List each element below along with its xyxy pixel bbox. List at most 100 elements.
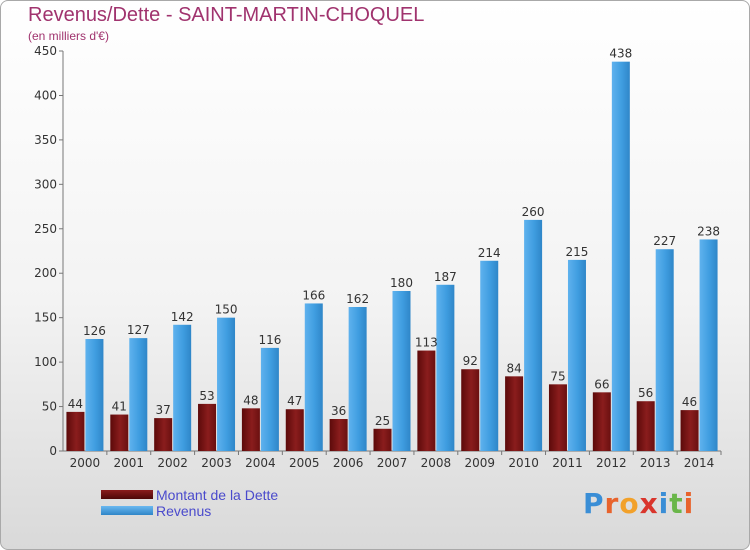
data-label-dette: 53 bbox=[199, 389, 214, 403]
data-label-revenus: 214 bbox=[478, 246, 501, 260]
data-label-dette: 36 bbox=[331, 404, 346, 418]
bar-revenus bbox=[436, 284, 455, 451]
bar-dette bbox=[373, 428, 392, 451]
data-label-revenus: 180 bbox=[390, 276, 413, 290]
bar-revenus bbox=[611, 61, 630, 452]
data-label-dette: 92 bbox=[463, 354, 478, 368]
data-label-revenus: 238 bbox=[697, 224, 720, 238]
legend-label-revenus: Revenus bbox=[156, 503, 212, 519]
data-label-dette: 66 bbox=[594, 377, 609, 391]
data-label-revenus: 438 bbox=[609, 47, 632, 61]
x-tick-label: 2000 bbox=[70, 456, 101, 470]
x-tick-label: 2002 bbox=[157, 456, 188, 470]
data-label-revenus: 227 bbox=[653, 234, 676, 248]
y-tick-label: 400 bbox=[34, 88, 57, 102]
bar-dette bbox=[417, 350, 436, 451]
logo-letter: r bbox=[604, 487, 620, 520]
data-label-revenus: 126 bbox=[83, 324, 106, 338]
data-label-revenus: 127 bbox=[127, 323, 150, 337]
x-tick-label: 2008 bbox=[421, 456, 452, 470]
data-label-revenus: 215 bbox=[566, 245, 589, 259]
x-tick-label: 2005 bbox=[289, 456, 320, 470]
data-label-dette: 41 bbox=[112, 400, 127, 414]
bar-dette bbox=[198, 403, 217, 451]
chart-subtitle: (en milliers d'€) bbox=[28, 29, 109, 43]
bar-revenus bbox=[260, 347, 279, 451]
x-tick-label: 2006 bbox=[333, 456, 364, 470]
data-label-dette: 44 bbox=[68, 397, 83, 411]
bar-dette bbox=[154, 418, 173, 451]
x-tick-label: 2012 bbox=[596, 456, 627, 470]
data-label-revenus: 166 bbox=[302, 288, 325, 302]
bar-revenus bbox=[348, 307, 367, 451]
bar-revenus bbox=[524, 219, 543, 451]
data-label-dette: 48 bbox=[243, 393, 258, 407]
y-tick-label: 50 bbox=[42, 400, 57, 414]
bar-dette bbox=[636, 401, 655, 451]
legend-label-dette: Montant de la Dette bbox=[156, 487, 279, 503]
y-tick-label: 150 bbox=[34, 311, 57, 325]
x-tick-label: 2004 bbox=[245, 456, 276, 470]
y-tick-label: 300 bbox=[34, 177, 57, 191]
bar-revenus bbox=[304, 303, 323, 451]
bar-dette bbox=[461, 369, 480, 451]
bar-dette bbox=[329, 419, 348, 451]
bar-revenus bbox=[129, 338, 148, 451]
logo-letter: t bbox=[669, 487, 684, 520]
y-tick-label: 250 bbox=[34, 222, 57, 236]
bar-revenus bbox=[699, 239, 718, 451]
bar-revenus bbox=[392, 291, 411, 451]
x-tick-label: 2009 bbox=[464, 456, 495, 470]
logo-letter: P bbox=[583, 487, 605, 520]
x-tick-label: 2010 bbox=[508, 456, 539, 470]
bar-revenus bbox=[173, 324, 192, 451]
bar-revenus bbox=[655, 249, 674, 451]
y-tick-label: 350 bbox=[34, 133, 57, 147]
value-labels: 44 126 41 127 37 142 53 150 48 116 47 166 36 162 25 180… bbox=[68, 47, 720, 428]
bar-dette bbox=[241, 408, 260, 451]
y-tick-label: 100 bbox=[34, 355, 57, 369]
y-tick-label: 450 bbox=[34, 44, 57, 58]
data-label-dette: 113 bbox=[415, 336, 438, 350]
x-tick-label: 2003 bbox=[201, 456, 232, 470]
x-tick-label: 2001 bbox=[114, 456, 145, 470]
bar-revenus bbox=[567, 259, 586, 451]
data-label-revenus: 162 bbox=[346, 292, 369, 306]
bar-dette bbox=[680, 410, 699, 451]
chart-title: Revenus/Dette - SAINT-MARTIN-CHOQUEL bbox=[28, 4, 425, 26]
bar-dette bbox=[548, 384, 567, 451]
data-label-revenus: 150 bbox=[215, 303, 238, 317]
logo-letter: x bbox=[639, 487, 659, 520]
x-tick-label: 2014 bbox=[684, 456, 715, 470]
legend-swatch-dette bbox=[101, 490, 153, 499]
x-tick-label: 2013 bbox=[640, 456, 671, 470]
data-label-dette: 75 bbox=[550, 369, 565, 383]
data-label-revenus: 116 bbox=[258, 333, 281, 347]
logo-letter: i bbox=[658, 487, 670, 520]
data-label-dette: 47 bbox=[287, 394, 302, 408]
bar-revenus bbox=[480, 260, 499, 451]
logo-letter: i bbox=[683, 487, 695, 520]
axes: 0 50 100 150 200 250 300 350 400 450 2000 2001 2002 2… bbox=[34, 44, 722, 470]
bar-dette bbox=[110, 414, 129, 451]
legend-swatch-revenus bbox=[101, 506, 153, 515]
data-label-dette: 46 bbox=[682, 395, 697, 409]
bar-revenus bbox=[217, 317, 236, 451]
data-label-revenus: 260 bbox=[522, 205, 545, 219]
data-label-dette: 84 bbox=[506, 361, 521, 375]
proxiti-logo: Proxiti bbox=[583, 487, 694, 520]
data-label-dette: 25 bbox=[375, 414, 390, 428]
x-tick-label: 2011 bbox=[552, 456, 583, 470]
bar-dette bbox=[505, 376, 524, 451]
data-label-revenus: 142 bbox=[171, 310, 194, 324]
y-tick-label: 200 bbox=[34, 266, 57, 280]
data-label-dette: 56 bbox=[638, 386, 653, 400]
x-tick-label: 2007 bbox=[377, 456, 408, 470]
data-label-revenus: 187 bbox=[434, 270, 457, 284]
bar-dette bbox=[285, 409, 304, 451]
bar-dette bbox=[592, 392, 611, 451]
y-tick-label: 0 bbox=[49, 444, 57, 458]
bar-dette bbox=[66, 411, 85, 451]
